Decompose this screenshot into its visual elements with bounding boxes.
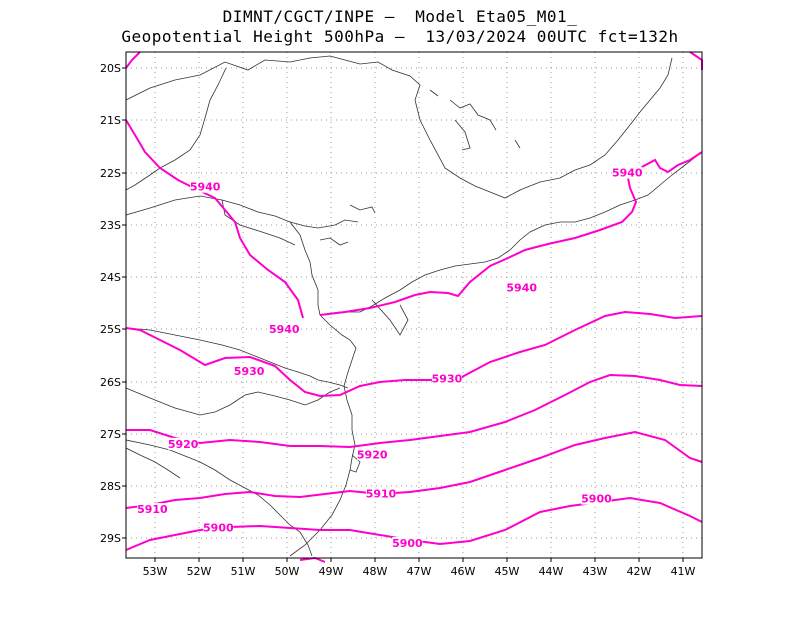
lat-label: 20S xyxy=(100,62,121,75)
state-border-north xyxy=(125,55,673,199)
grid xyxy=(126,52,702,558)
state-border-sp xyxy=(289,219,359,229)
lat-label: 28S xyxy=(100,480,121,493)
contour-label-5910-a-bg xyxy=(137,503,168,516)
lon-label: 51W xyxy=(231,565,256,578)
contour-label-5940-b: 5940 xyxy=(269,323,300,336)
contour-5930 xyxy=(125,310,703,398)
map-frame xyxy=(125,51,703,559)
contour-label-5910-b: 5910 xyxy=(366,487,397,500)
contour-5910 xyxy=(125,430,703,509)
lon-label: 44W xyxy=(539,565,564,578)
lat-label: 26S xyxy=(100,376,121,389)
lat-tick-labels: 20S 21S 22S 23S 24S 25S 26S 27S 28S 29S xyxy=(100,62,121,545)
islands-4 xyxy=(319,237,349,246)
contours xyxy=(125,51,703,563)
lon-label: 46W xyxy=(451,565,476,578)
contour-label-5900-b: 5900 xyxy=(392,537,423,550)
coastline-and-borders xyxy=(125,55,703,557)
contour-5940-nw xyxy=(125,51,141,69)
islands-1 xyxy=(449,99,497,131)
state-border-west xyxy=(125,67,227,191)
islands-3 xyxy=(349,204,376,214)
contour-label-5940-a-bg xyxy=(190,180,221,193)
contour-label-5940-d: 5940 xyxy=(612,167,643,180)
coast-south xyxy=(289,314,357,557)
contour-label-5900-c-bg xyxy=(581,492,612,505)
lat-label: 29S xyxy=(100,532,121,545)
contour-label-5940-a: 5940 xyxy=(190,181,221,194)
contour-label-5900-b-bg xyxy=(392,536,423,549)
contour-5940-main xyxy=(319,151,703,316)
islands-6 xyxy=(514,139,521,149)
lon-label: 43W xyxy=(583,565,608,578)
contour-labels: 5940 5940 5940 5940 5930 5930 5920 5920 5910 5910… xyxy=(137,166,643,550)
lat-label: 22S xyxy=(100,167,121,180)
title-line-2: Geopotential Height 500hPa – 13/03/2024 … xyxy=(121,27,679,46)
lat-label: 23S xyxy=(100,219,121,232)
coast-sp-rj xyxy=(319,151,703,316)
contour-5940-ne xyxy=(689,51,703,70)
contour-5940-west xyxy=(125,119,304,319)
lon-label: 41W xyxy=(671,565,696,578)
contour-label-5940-d-bg xyxy=(612,166,643,179)
lon-label: 49W xyxy=(319,565,344,578)
tick-marks xyxy=(122,67,684,562)
contour-label-5930-a-bg xyxy=(234,364,265,377)
contour-label-5920-a-bg xyxy=(168,437,199,450)
lon-label: 50W xyxy=(275,565,300,578)
title-line-1: DIMNT/CGCT/INPE – Model Eta05_M01_ xyxy=(222,7,578,26)
border-argentina xyxy=(125,447,181,479)
contour-label-5900-a: 5900 xyxy=(203,521,234,534)
lon-label: 42W xyxy=(627,565,652,578)
contour-label-5930-b: 5930 xyxy=(432,373,463,386)
border-uruguay xyxy=(125,439,313,557)
state-border-parana-north xyxy=(125,195,321,316)
lon-label: 48W xyxy=(363,565,388,578)
contour-5920 xyxy=(126,373,703,449)
lat-label: 27S xyxy=(100,428,121,441)
contour-label-5900-c: 5900 xyxy=(581,493,612,506)
lat-label: 21S xyxy=(100,114,121,127)
state-border-sc xyxy=(125,327,349,389)
contour-label-5910-b-bg xyxy=(366,487,397,500)
lat-label: 24S xyxy=(100,271,121,284)
lon-label: 45W xyxy=(495,565,520,578)
contour-label-5900-a-bg xyxy=(203,521,234,534)
contour-label-5940-b-bg xyxy=(269,323,300,336)
lon-tick-labels: 53W 52W 51W 50W 49W 48W 47W 46W 45W 44W … xyxy=(143,565,696,578)
river-border xyxy=(221,199,296,246)
lagoa-outline xyxy=(349,454,361,473)
islands-2 xyxy=(454,119,471,151)
lon-label: 47W xyxy=(407,565,432,578)
contour-label-5930-b-bg xyxy=(431,372,462,385)
lon-label: 53W xyxy=(143,565,168,578)
bay-sp xyxy=(371,299,409,336)
contour-5900-south xyxy=(299,556,326,563)
contour-label-5910-a: 5910 xyxy=(137,503,168,516)
islands-5 xyxy=(429,89,439,97)
contour-label-5920-b-bg xyxy=(357,448,388,461)
state-border-rs xyxy=(125,387,341,416)
contour-label-5920-a: 5920 xyxy=(168,438,199,451)
contour-label-5940-c-bg xyxy=(506,281,537,294)
lat-label: 25S xyxy=(100,323,121,336)
contour-label-5930-a: 5930 xyxy=(234,365,265,378)
lon-label: 52W xyxy=(187,565,212,578)
contour-label-5920-b: 5920 xyxy=(357,448,388,461)
contour-label-5940-c: 5940 xyxy=(506,281,537,294)
